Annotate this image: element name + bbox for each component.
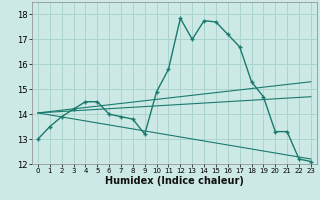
X-axis label: Humidex (Indice chaleur): Humidex (Indice chaleur)	[105, 176, 244, 186]
